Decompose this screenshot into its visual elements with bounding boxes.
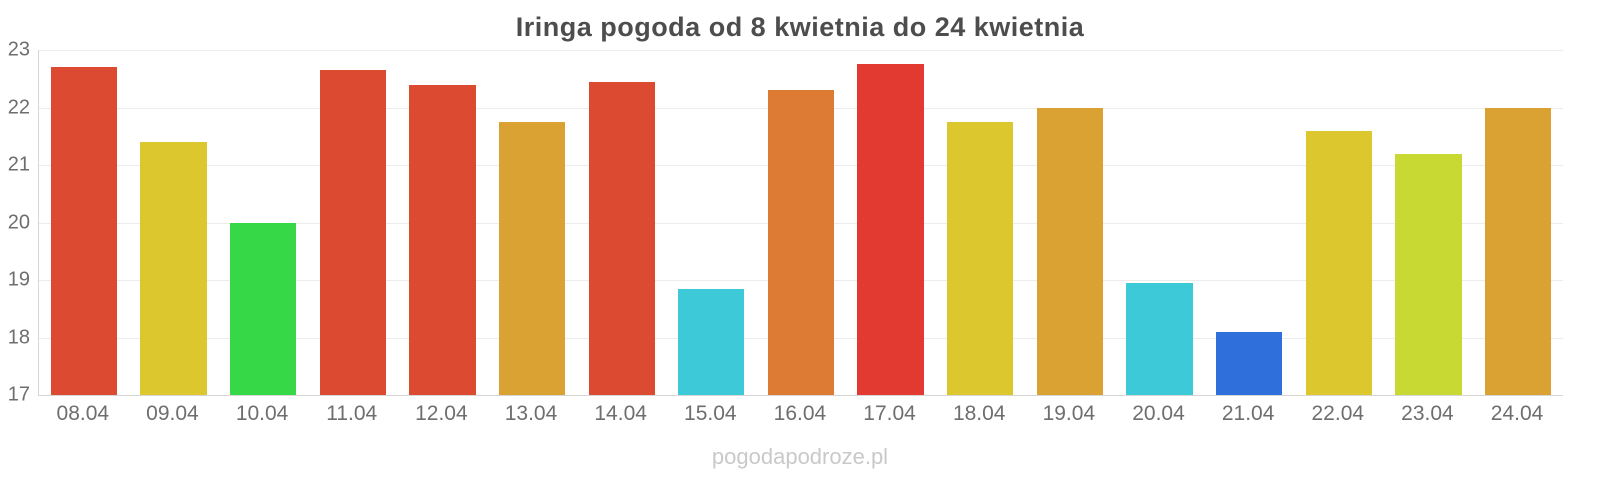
- bar-14.04: [588, 81, 655, 395]
- bar-slot: [39, 50, 129, 395]
- bar-23.04: [1395, 153, 1462, 395]
- bar-17.04: [857, 64, 924, 395]
- bar-slot: [846, 50, 936, 395]
- gridline: [39, 50, 1563, 51]
- x-tick-label: 24.04: [1490, 402, 1544, 425]
- bar-slot: [935, 50, 1025, 395]
- y-tick-label: 18: [7, 326, 30, 348]
- x-tick-label: 22.04: [1311, 402, 1365, 425]
- bar-slot: [1473, 50, 1563, 395]
- x-tick-label: 14.04: [594, 402, 647, 425]
- bar-10.04: [229, 222, 297, 395]
- bar-13.04: [498, 121, 566, 395]
- x-tick-label: 10.04: [235, 402, 289, 425]
- bar-slot: [1204, 50, 1294, 395]
- chart-title: Iringa pogoda od 8 kwietnia do 24 kwietn…: [515, 12, 1085, 42]
- bar-slot: [308, 50, 398, 395]
- bar-11.04: [319, 70, 386, 395]
- bar-19.04: [1036, 107, 1104, 395]
- bar-slot: [1294, 50, 1384, 395]
- bar-slot: [398, 50, 488, 395]
- bar-slot: [756, 50, 846, 395]
- x-tick-label: 18.04: [952, 402, 1006, 425]
- bar-18.04: [947, 121, 1014, 395]
- bar-slot: [1025, 50, 1115, 395]
- bar-slot: [129, 50, 219, 395]
- bar-slot: [218, 50, 308, 395]
- plot-area: 17 18 19 20 21 22 23: [8, 39, 1563, 406]
- bar-24.04: [1484, 107, 1552, 395]
- bar-16.04: [767, 90, 835, 395]
- bar-08.04: [50, 67, 117, 395]
- x-tick-label: 09.04: [146, 402, 199, 425]
- x-tick-label: 11.04: [326, 402, 378, 425]
- x-tick-label: 21.04: [1221, 402, 1275, 425]
- x-tick-label: 19.04: [1042, 402, 1096, 425]
- bar-20.04: [1126, 282, 1193, 395]
- bar-22.04: [1305, 130, 1372, 395]
- x-tick-label: 23.04: [1401, 402, 1454, 425]
- y-tick-label: 21: [7, 153, 30, 176]
- bar-slot: [487, 50, 577, 395]
- bar-slot: [1115, 50, 1205, 395]
- y-tick-label: 23: [7, 38, 30, 61]
- y-tick-label: 19: [7, 268, 30, 291]
- bar-slot: [666, 50, 756, 395]
- x-axis: 08.04 09.04 10.04 11.04 12.04 13.04 14.04 15.04…: [38, 402, 1562, 426]
- x-tick-label: 15.04: [684, 402, 737, 425]
- x-tick-label: 17.04: [863, 402, 916, 425]
- x-tick-label: 08.04: [56, 402, 110, 425]
- watermark: pogodapodroze.pl: [711, 444, 889, 469]
- y-tick-label: 22: [7, 96, 30, 118]
- bars: [39, 50, 1563, 395]
- bar-12.04: [409, 84, 476, 395]
- x-tick-label: 12.04: [415, 402, 468, 425]
- x-tick-label: 16.04: [773, 402, 827, 425]
- y-tick-label: 20: [7, 211, 30, 233]
- bar-slot: [577, 50, 667, 395]
- bar-09.04: [140, 142, 207, 395]
- bar-slot: [1384, 50, 1474, 395]
- x-tick-label: 20.04: [1132, 402, 1185, 425]
- bar-21.04: [1215, 331, 1283, 395]
- x-tick-label: 13.04: [504, 402, 558, 425]
- y-tick-label: 17: [7, 383, 30, 406]
- bar-15.04: [678, 288, 745, 395]
